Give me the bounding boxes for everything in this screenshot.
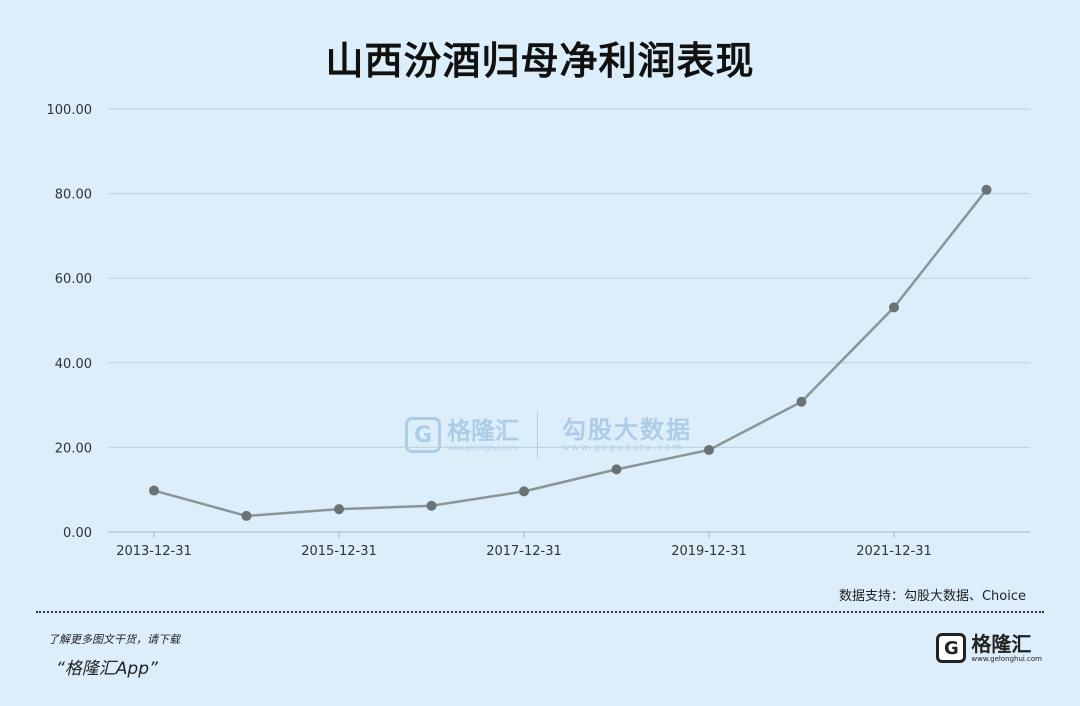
logo-mark-icon: G	[936, 633, 967, 663]
x-tick-label: 2013-12-31	[116, 544, 192, 559]
watermark-name-2: 勾股大数据	[562, 416, 692, 444]
watermark-name: 格隆汇	[447, 417, 519, 445]
data-point	[241, 510, 252, 521]
x-tick-label: 2015-12-31	[301, 544, 377, 559]
promo-text: 了解更多图文干货，请下载	[48, 633, 180, 646]
y-tick-label: 80.00	[55, 188, 92, 203]
promo-app-name: “格隆汇App”	[56, 659, 158, 679]
data-source: 数据支持：勾股大数据、Choice	[838, 589, 1026, 604]
data-point	[796, 396, 807, 407]
data-point	[611, 464, 622, 475]
logo-name: 格隆汇	[971, 632, 1032, 656]
y-tick-label: 0.00	[63, 526, 92, 541]
chart-title: 山西汾酒归母净利润表现	[325, 39, 755, 83]
y-tick-label: 40.00	[55, 357, 92, 372]
brand-logo: G 格隆汇 www.gelonghui.com	[936, 633, 1042, 663]
y-tick-label: 20.00	[55, 441, 92, 456]
x-tick-label: 2019-12-31	[671, 544, 747, 559]
logo-url: www.gelonghui.com	[971, 655, 1042, 663]
data-point	[519, 486, 529, 497]
data-point	[334, 504, 344, 515]
watermark: G 格隆汇 www.gelonghui.com 勾股大数据 www.goguda…	[405, 412, 692, 458]
data-point	[704, 444, 714, 455]
dotted-divider	[36, 611, 1044, 613]
data-point	[889, 302, 899, 313]
data-point	[981, 184, 992, 195]
watermark-logo-icon: G	[405, 417, 441, 453]
data-point	[426, 500, 437, 511]
watermark-url: www.gelonghui.com	[447, 444, 518, 452]
watermark-divider	[537, 412, 538, 458]
series-line	[153, 189, 988, 518]
x-tick-label: 2021-12-31	[856, 544, 932, 559]
y-tick-label: 60.00	[55, 272, 92, 287]
watermark-url-2: www.gogudata.com	[562, 443, 684, 453]
data-point	[149, 485, 159, 496]
y-tick-label: 100.00	[47, 103, 93, 118]
x-tick-label: 2017-12-31	[486, 544, 562, 559]
